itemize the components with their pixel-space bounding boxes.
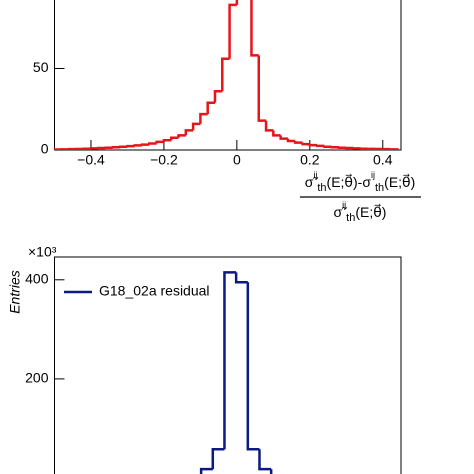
- y-tick-label: 50: [33, 59, 49, 75]
- histogram-bin: [199, 112, 208, 124]
- x-tick-label: 0.4: [373, 152, 393, 168]
- x-tick-label: 0.2: [300, 152, 320, 168]
- histogram-bin: [293, 141, 303, 144]
- histogram-bin: [177, 134, 186, 138]
- histogram-bin: [191, 122, 201, 131]
- x-tick-label: 0: [233, 152, 241, 168]
- histogram-bin: [323, 145, 332, 148]
- histogram-bin: [235, 0, 239, 5]
- label-part: (E;θ⃗): [355, 203, 386, 220]
- histogram-bin: [223, 271, 237, 450]
- label-part: ij: [371, 170, 375, 180]
- x-tick-label: −0.2: [150, 152, 178, 168]
- label-part: (E;θ⃗): [384, 173, 415, 190]
- histogram-bin: [169, 136, 179, 141]
- legend-label: G18_02a residual: [99, 283, 210, 299]
- histogram-bin: [269, 469, 273, 474]
- histogram-bin: [126, 144, 135, 148]
- label-part: th: [375, 182, 384, 194]
- y-multiplier: ×10³: [28, 244, 57, 260]
- histogram-bin: [213, 90, 223, 103]
- histogram-bin: [279, 135, 288, 140]
- histogram-bin: [264, 120, 274, 132]
- label-part: ij: [313, 170, 317, 180]
- histogram-bin: [388, 148, 399, 150]
- histogram-bin: [162, 138, 172, 142]
- histogram-bin: [133, 144, 143, 147]
- histogram-bin: [301, 142, 310, 146]
- histogram-bin: [258, 449, 272, 471]
- label-part: (E;θ⃗)-σ: [327, 173, 372, 190]
- histogram-bin: [257, 55, 267, 122]
- y-tick-label: 200: [25, 370, 49, 386]
- histogram-bin: [308, 143, 318, 147]
- histogram-bin: [221, 57, 230, 92]
- histogram-bin: [250, 0, 259, 57]
- histogram-bin: [228, 3, 237, 59]
- histogram: [54, 0, 399, 150]
- histogram-bin: [286, 138, 296, 143]
- histogram-bin: [140, 143, 150, 146]
- x-axis-label: σ̃ijth(E;θ⃗)-σijth(E;θ⃗): [305, 170, 416, 194]
- x-tick-label: −0.4: [77, 152, 105, 168]
- label-part: th: [317, 182, 326, 194]
- histogram-bin: [199, 467, 213, 474]
- plot-frame: [54, 0, 402, 151]
- histogram-bin: [148, 142, 157, 145]
- label-part: ij: [342, 200, 346, 210]
- y-tick-label: 0: [41, 141, 49, 157]
- histogram-bin: [315, 144, 325, 148]
- y-axis-label: Entries: [7, 270, 23, 314]
- histogram-bin: [211, 448, 225, 470]
- histogram-bin: [234, 272, 248, 284]
- label-part: th: [346, 212, 355, 224]
- histogram-bin: [272, 130, 281, 137]
- histogram-bin: [155, 140, 164, 144]
- plot-frame: [54, 256, 402, 474]
- histogram-bin: [184, 129, 194, 136]
- histogram-bin: [246, 282, 260, 451]
- histogram-bin: [206, 101, 215, 115]
- y-tick-label: 400: [25, 270, 49, 286]
- x-axis-label: σ̃ijth(E;θ⃗): [334, 200, 387, 224]
- histogram: [199, 271, 273, 474]
